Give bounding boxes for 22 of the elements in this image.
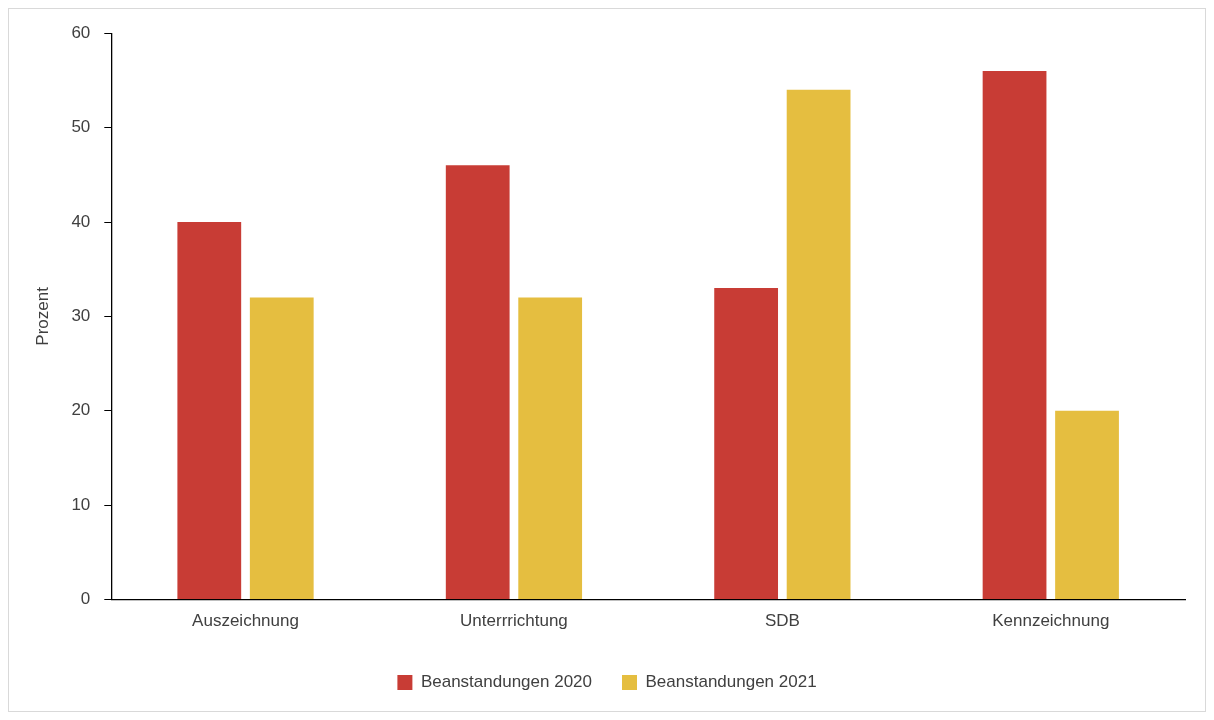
x-tick-label: SDB	[764, 611, 800, 631]
y-axis-title: Prozent	[32, 286, 52, 346]
y-tick-label: 50	[71, 117, 91, 137]
legend-label: Beanstandungen 2020	[420, 672, 593, 692]
bar	[518, 297, 583, 600]
bar	[177, 222, 242, 600]
y-tick-label: 20	[71, 400, 91, 420]
bar	[445, 165, 510, 600]
bar	[714, 288, 779, 600]
bar	[249, 297, 314, 600]
x-tick-label: Unterrrichtung	[460, 611, 568, 631]
bar	[786, 89, 851, 600]
y-tick-label: 40	[71, 211, 91, 231]
y-tick-label: 10	[71, 494, 91, 514]
bar	[1055, 410, 1119, 600]
legend-label: Beanstandungen 2021	[645, 672, 817, 692]
x-tick-label: Kennzeichnung	[992, 611, 1110, 631]
y-tick-label: 60	[71, 22, 91, 42]
bar	[982, 70, 1047, 600]
y-tick-label: 0	[80, 589, 91, 609]
x-tick-label: Auszeichnung	[192, 611, 299, 631]
y-tick-label: 30	[71, 306, 91, 326]
